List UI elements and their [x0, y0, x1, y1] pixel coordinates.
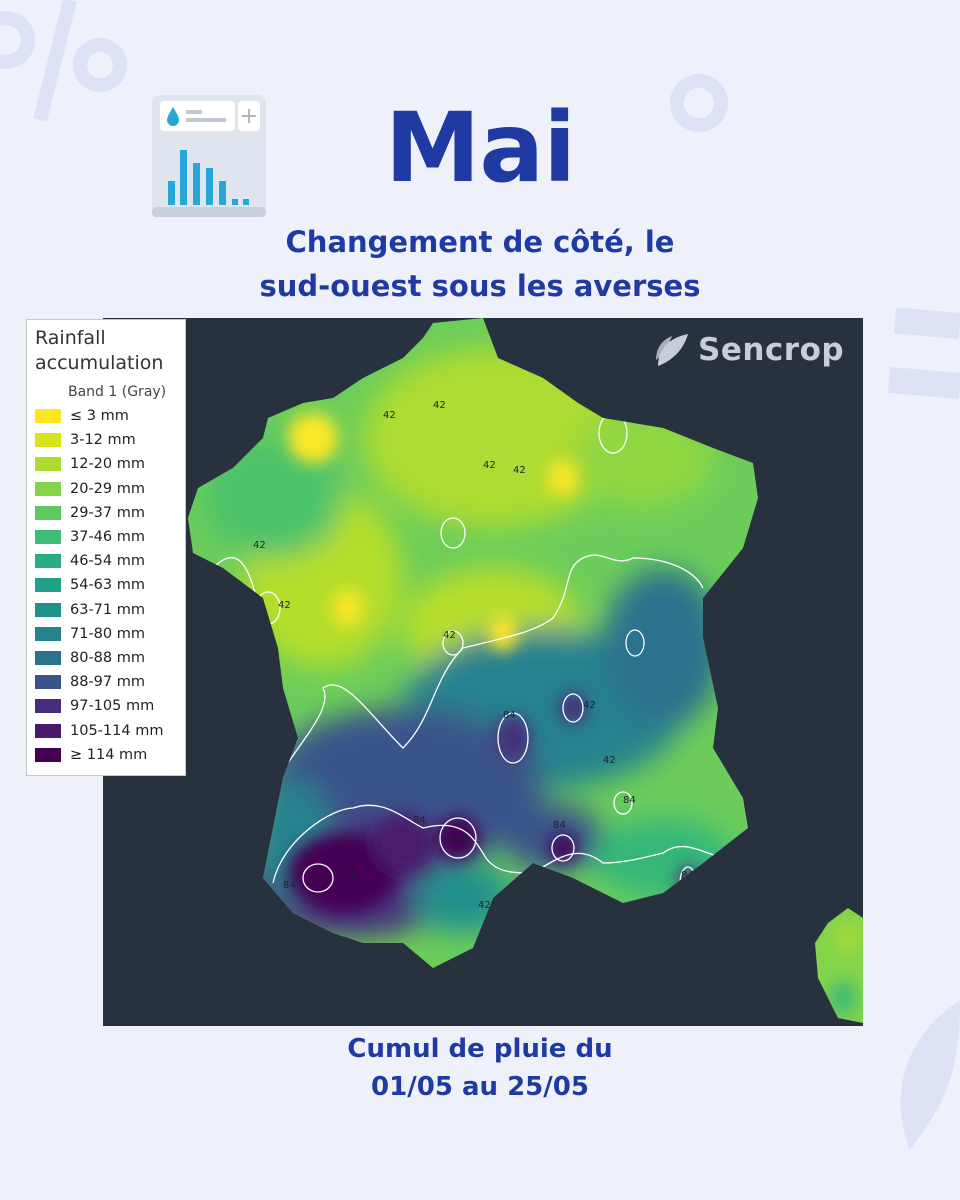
- legend-label: 12-20 mm: [70, 456, 145, 473]
- leaf-logo-icon: [656, 334, 688, 366]
- legend-label: 97-105 mm: [70, 698, 155, 715]
- rain-gauge-app-icon: [150, 93, 270, 227]
- contour-label: 84: [413, 815, 426, 826]
- legend-swatch: [35, 457, 61, 472]
- legend-swatch: [35, 578, 61, 593]
- rainfall-map: 42 42 42 42 42 42 42 42 42 84 84 84 84 8…: [103, 318, 863, 1026]
- legend-item: 97-105 mm: [35, 694, 185, 718]
- legend-title-line-2: accumulation: [35, 352, 164, 374]
- legend-swatch: [35, 675, 61, 690]
- legend-label: 37-46 mm: [70, 529, 145, 546]
- contour-label: 126: [338, 870, 357, 881]
- legend-swatch: [35, 602, 61, 617]
- legend-item: 88-97 mm: [35, 670, 185, 694]
- page-title: Mai: [384, 92, 576, 204]
- legend-item: 71-80 mm: [35, 622, 185, 646]
- legend-swatch: [35, 747, 61, 762]
- legend-title-line-1: Rainfall: [35, 327, 106, 349]
- brand-name: Sencrop: [698, 332, 845, 368]
- legend-item: 29-37 mm: [35, 501, 185, 525]
- legend-swatch: [35, 409, 61, 424]
- contour-label: 42: [433, 400, 446, 411]
- legend-label: 105-114 mm: [70, 722, 164, 739]
- contour-label: 42: [383, 410, 396, 421]
- circle-decoration-icon: [670, 74, 728, 132]
- legend-item: ≤ 3 mm: [35, 404, 185, 428]
- legend-item: 20-29 mm: [35, 477, 185, 501]
- contour-label: 84: [681, 870, 694, 881]
- contour-label: 42: [278, 600, 291, 611]
- contour-label: 42: [513, 465, 526, 476]
- legend-label: 71-80 mm: [70, 625, 145, 642]
- legend-label: 63-71 mm: [70, 601, 145, 618]
- legend-label: 88-97 mm: [70, 674, 145, 691]
- legend-label: 3-12 mm: [70, 432, 136, 449]
- mainland-france: 42 42 42 42 42 42 42 42 42 84 84 84 84 8…: [188, 318, 758, 968]
- contour-label: 42: [483, 460, 496, 471]
- contour-label: 42: [253, 540, 266, 551]
- legend-swatch: [35, 554, 61, 569]
- contour-label: 42: [443, 630, 456, 641]
- legend-label: 54-63 mm: [70, 577, 145, 594]
- legend-swatch: [35, 723, 61, 738]
- contour-label: 84: [553, 820, 566, 831]
- contour-label: 126: [448, 835, 467, 846]
- caption-line-1: Cumul de pluie du: [347, 1034, 613, 1064]
- legend-item: 12-20 mm: [35, 452, 185, 476]
- contour-label: 42: [478, 900, 491, 911]
- equals-decoration-icon: [888, 307, 960, 400]
- contour-label: 42: [583, 700, 596, 711]
- subtitle-line-1: Changement de côté, le: [285, 225, 675, 259]
- contour-label: 42: [603, 755, 616, 766]
- legend-label: 20-29 mm: [70, 480, 145, 497]
- percent-decoration-icon: [0, 0, 127, 122]
- subtitle-line-2: sud-ouest sous les averses: [259, 269, 701, 303]
- legend-band-label: Band 1 (Gray): [68, 384, 167, 400]
- rainfall-legend: Rainfall accumulation Band 1 (Gray) ≤ 3 …: [26, 319, 186, 776]
- contour-label: 84: [283, 880, 296, 891]
- legend-item: 80-88 mm: [35, 646, 185, 670]
- legend-swatch: [35, 481, 61, 496]
- legend-swatch: [35, 433, 61, 448]
- legend-swatch: [35, 530, 61, 545]
- legend-label: 29-37 mm: [70, 504, 145, 521]
- leaf-decoration-icon: [900, 1000, 960, 1150]
- legend-label: ≤ 3 mm: [70, 408, 129, 425]
- legend-swatch: [35, 505, 61, 520]
- contour-label: 84: [503, 710, 516, 721]
- legend-label: 80-88 mm: [70, 649, 145, 666]
- legend-swatch: [35, 626, 61, 641]
- caption-line-2: 01/05 au 25/05: [371, 1072, 589, 1102]
- legend-swatch: [35, 699, 61, 714]
- legend-item: 46-54 mm: [35, 549, 185, 573]
- page-subtitle: Changement de côté, le sud-ouest sous le…: [0, 220, 960, 308]
- legend-label: ≥ 114 mm: [70, 746, 148, 763]
- legend-item: 54-63 mm: [35, 573, 185, 597]
- map-caption: Cumul de pluie du 01/05 au 25/05: [0, 1030, 960, 1106]
- legend-label: 46-54 mm: [70, 553, 145, 570]
- legend-items: ≤ 3 mm 3-12 mm 12-20 mm 20-29 mm 29-37 mm 37-…: [35, 404, 185, 767]
- contour-label: 84: [623, 795, 636, 806]
- corsica: [815, 908, 863, 1023]
- legend-item: 63-71 mm: [35, 598, 185, 622]
- legend-item: 3-12 mm: [35, 428, 185, 452]
- legend-swatch: [35, 650, 61, 665]
- legend-item: ≥ 114 mm: [35, 743, 185, 767]
- legend-item: 105-114 mm: [35, 718, 185, 742]
- sencrop-logo: Sencrop: [654, 330, 844, 370]
- legend-item: 37-46 mm: [35, 525, 185, 549]
